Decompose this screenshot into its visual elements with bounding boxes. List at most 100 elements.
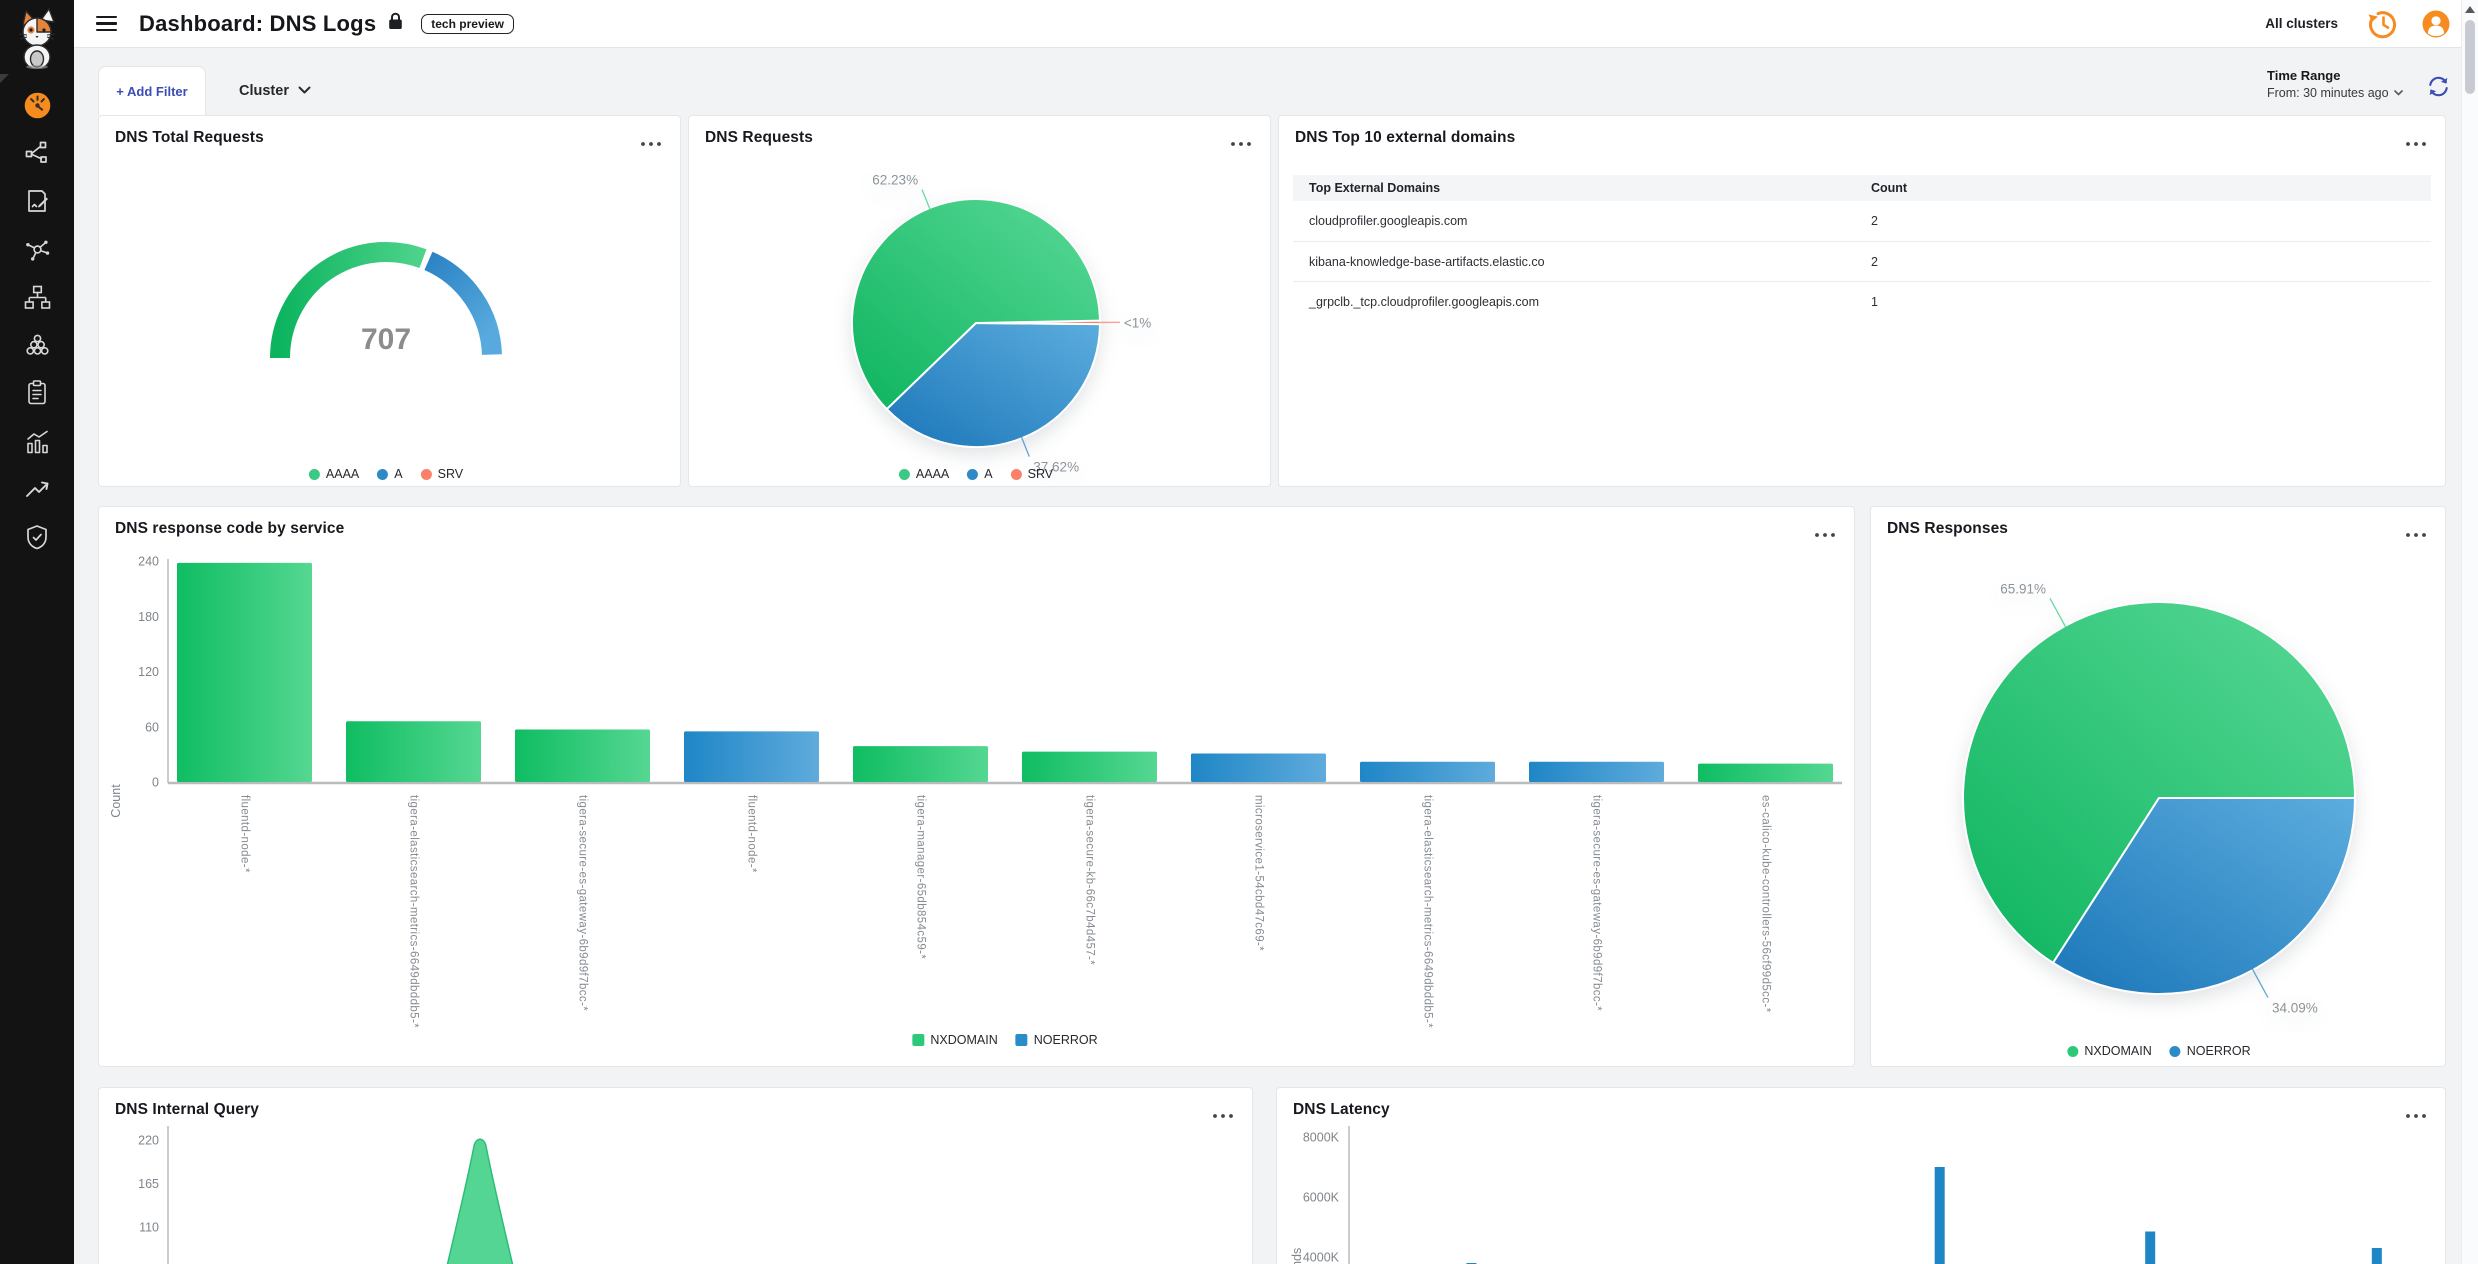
gauge-segment-A[interactable] xyxy=(424,251,502,356)
panel-menu-icon[interactable] xyxy=(1228,133,1254,152)
y-axis-title: Count xyxy=(109,784,123,818)
legend-item-NOERROR[interactable]: NOERROR xyxy=(1015,1033,1098,1047)
latency-bar[interactable] xyxy=(1934,1167,1945,1264)
policies-document-icon xyxy=(28,190,48,212)
header-right: All clusters xyxy=(2259,9,2450,39)
legend-marker xyxy=(308,468,320,480)
bar-microservice1-54cbd47c69-*[interactable] xyxy=(1191,753,1326,782)
latency-bar[interactable] xyxy=(2145,1231,2156,1264)
x-tick-label: microservice1-54cbd47c69-* xyxy=(1253,795,1265,951)
legend-label: AAAA xyxy=(915,467,950,481)
gauge-segment-AAAA[interactable] xyxy=(270,242,427,359)
panel-menu-icon[interactable] xyxy=(1210,1105,1236,1124)
panel-title: DNS response code by service xyxy=(115,520,345,537)
y-tick-label: 120 xyxy=(138,665,159,679)
area-series-internal-query[interactable] xyxy=(442,1138,518,1264)
panel-dns-top-external-domains: DNS Top 10 external domains Top External… xyxy=(1278,115,2446,487)
header: Dashboard: DNS Logs tech preview All clu… xyxy=(74,0,2462,48)
sidebar-item-dashboard[interactable] xyxy=(0,81,74,129)
dashboard-gauge-icon xyxy=(24,92,50,118)
bar-chart-response-codes[interactable]: 240 180 120 60 0 Count fluentd-node-* tigera-el… xyxy=(99,507,1855,1067)
bar-tigera-secure-es-gateway-6b9d9f7bcc-*[interactable] xyxy=(515,729,650,782)
sidebar-item-network[interactable] xyxy=(0,273,74,321)
x-tick-label: tigera-elasticsearch-metrics-6649dbddb5-… xyxy=(408,795,420,1028)
add-filter-button[interactable]: + Add Filter xyxy=(98,66,206,115)
time-range-label: Time Range xyxy=(2267,68,2341,83)
panel-title: DNS Top 10 external domains xyxy=(1295,129,1516,146)
x-tick-label: tigera-secure-kb-66c7b4d457-* xyxy=(1084,795,1096,965)
count-cell: 2 xyxy=(1871,255,1878,269)
pie-label-SRV: <1% xyxy=(1124,315,1151,330)
sidebar-item-policies[interactable] xyxy=(0,177,74,225)
count-cell: 2 xyxy=(1871,214,1878,228)
scrollbar[interactable] xyxy=(2461,0,2478,1264)
panel-menu-icon[interactable] xyxy=(1812,524,1838,543)
cluster-dropdown-label: Cluster xyxy=(239,82,289,99)
panel-menu-icon[interactable] xyxy=(2403,1105,2429,1124)
scrollbar-thumb[interactable] xyxy=(2465,20,2475,94)
domain-cell: cloudprofiler.googleapis.com xyxy=(1309,214,1468,228)
page-title: Dashboard: DNS Logs xyxy=(139,10,377,36)
x-tick-label: fluentd-node-* xyxy=(239,795,251,873)
y-tick-label: 240 xyxy=(138,555,159,569)
time-range-value-dropdown[interactable]: From: 30 minutes ago xyxy=(2267,86,2403,100)
bar-chart-latency[interactable]: 8000K 6000K 4000KNanoseconds xyxy=(1277,1088,2446,1264)
sidebar-nav xyxy=(0,81,74,561)
refresh-icon[interactable] xyxy=(2428,76,2449,97)
legend-item-NXDOMAIN[interactable]: NXDOMAIN xyxy=(2067,1044,2152,1058)
y-tick-label: 110 xyxy=(139,1221,159,1235)
pie-chart-dns-requests[interactable]: 62.23% 37.62% <1% xyxy=(689,116,1271,487)
gauge-chart[interactable] xyxy=(99,116,681,487)
all-clusters-button[interactable]: All clusters xyxy=(2259,15,2344,32)
bar-fluentd-node-*[interactable] xyxy=(177,562,312,782)
bar-tigera-secure-es-gateway-6b9d9f7bcc-*[interactable] xyxy=(1529,761,1664,782)
cluster-dropdown[interactable]: Cluster xyxy=(233,66,317,115)
legend-label: NXDOMAIN xyxy=(2084,1044,2152,1058)
legend-item-NXDOMAIN[interactable]: NXDOMAIN xyxy=(912,1033,998,1047)
time-range: Time Range From: 30 minutes ago xyxy=(2267,68,2403,100)
bar-tigera-manager-65db854c59-*[interactable] xyxy=(853,746,988,782)
pie-chart-dns-responses[interactable]: 65.91% 34.09% xyxy=(1871,507,2446,1067)
logs-clipboard-icon xyxy=(28,380,46,405)
sidebar-item-logs[interactable] xyxy=(0,369,74,417)
x-tick-label: tigera-secure-es-gateway-6b9d9f7bcc-* xyxy=(1591,795,1603,1011)
bar-tigera-elasticsearch-metrics-6649dbddb5-*[interactable] xyxy=(346,721,481,782)
sidebar-item-clusters[interactable] xyxy=(0,321,74,369)
calico-cat-logo[interactable] xyxy=(9,5,65,71)
scrollbar-up-arrow[interactable] xyxy=(2465,6,2475,13)
legend-item-A[interactable]: A xyxy=(967,467,993,481)
panel-menu-icon[interactable] xyxy=(2403,524,2429,543)
bar-es-calico-kube-controllers-56cf99d5cc-*[interactable] xyxy=(1698,763,1833,782)
legend-item-SRV[interactable]: SRV xyxy=(420,467,463,481)
history-icon[interactable] xyxy=(2368,9,2398,39)
sidebar-item-dashboards[interactable] xyxy=(0,417,74,465)
panel-menu-icon[interactable] xyxy=(638,133,664,152)
user-avatar[interactable] xyxy=(2422,10,2450,38)
bar-tigera-elasticsearch-metrics-6649dbddb5-*[interactable] xyxy=(1360,761,1495,782)
sidebar-item-security[interactable] xyxy=(0,513,74,561)
y-tick-label: 0 xyxy=(152,776,159,790)
y-tick-label: 4000K xyxy=(1303,1251,1340,1264)
area-chart-internal-query[interactable]: 220 165 110 xyxy=(99,1088,1253,1264)
sidebar xyxy=(0,0,74,1264)
table-column-count: Count xyxy=(1871,181,1908,195)
sidebar-item-trends[interactable] xyxy=(0,465,74,513)
legend-item-A[interactable]: A xyxy=(377,467,403,481)
table-row: kibana-knowledge-base-artifacts.elastic.… xyxy=(1293,241,2431,282)
latency-bar[interactable] xyxy=(2371,1248,2382,1264)
hamburger-menu-icon[interactable] xyxy=(92,8,121,40)
bar-tigera-secure-kb-66c7b4d457-*[interactable] xyxy=(1022,751,1157,782)
bar-fluentd-node-*[interactable] xyxy=(684,731,819,782)
panel-dns-total-requests: DNS Total Requests 707 AAAA A SRV xyxy=(98,115,681,487)
panel-menu-icon[interactable] xyxy=(2403,133,2429,152)
legend-item-AAAA[interactable]: AAAA xyxy=(898,467,950,481)
legend-item-SRV[interactable]: SRV xyxy=(1010,467,1054,481)
domain-cell: _grpclb._tcp.cloudprofiler.googleapis.co… xyxy=(1309,295,1539,309)
legend-item-NOERROR[interactable]: NOERROR xyxy=(2169,1044,2251,1058)
table-column-domains: Top External Domains xyxy=(1309,181,1441,195)
sidebar-item-service-graph[interactable] xyxy=(0,129,74,177)
legend-item-AAAA[interactable]: AAAA xyxy=(308,467,359,481)
panel-dns-latency: DNS Latency 8000K 6000K 4000KNanoseconds xyxy=(1276,1087,2446,1264)
legend-label: SRV xyxy=(1027,467,1054,481)
sidebar-item-nodes[interactable] xyxy=(0,225,74,273)
